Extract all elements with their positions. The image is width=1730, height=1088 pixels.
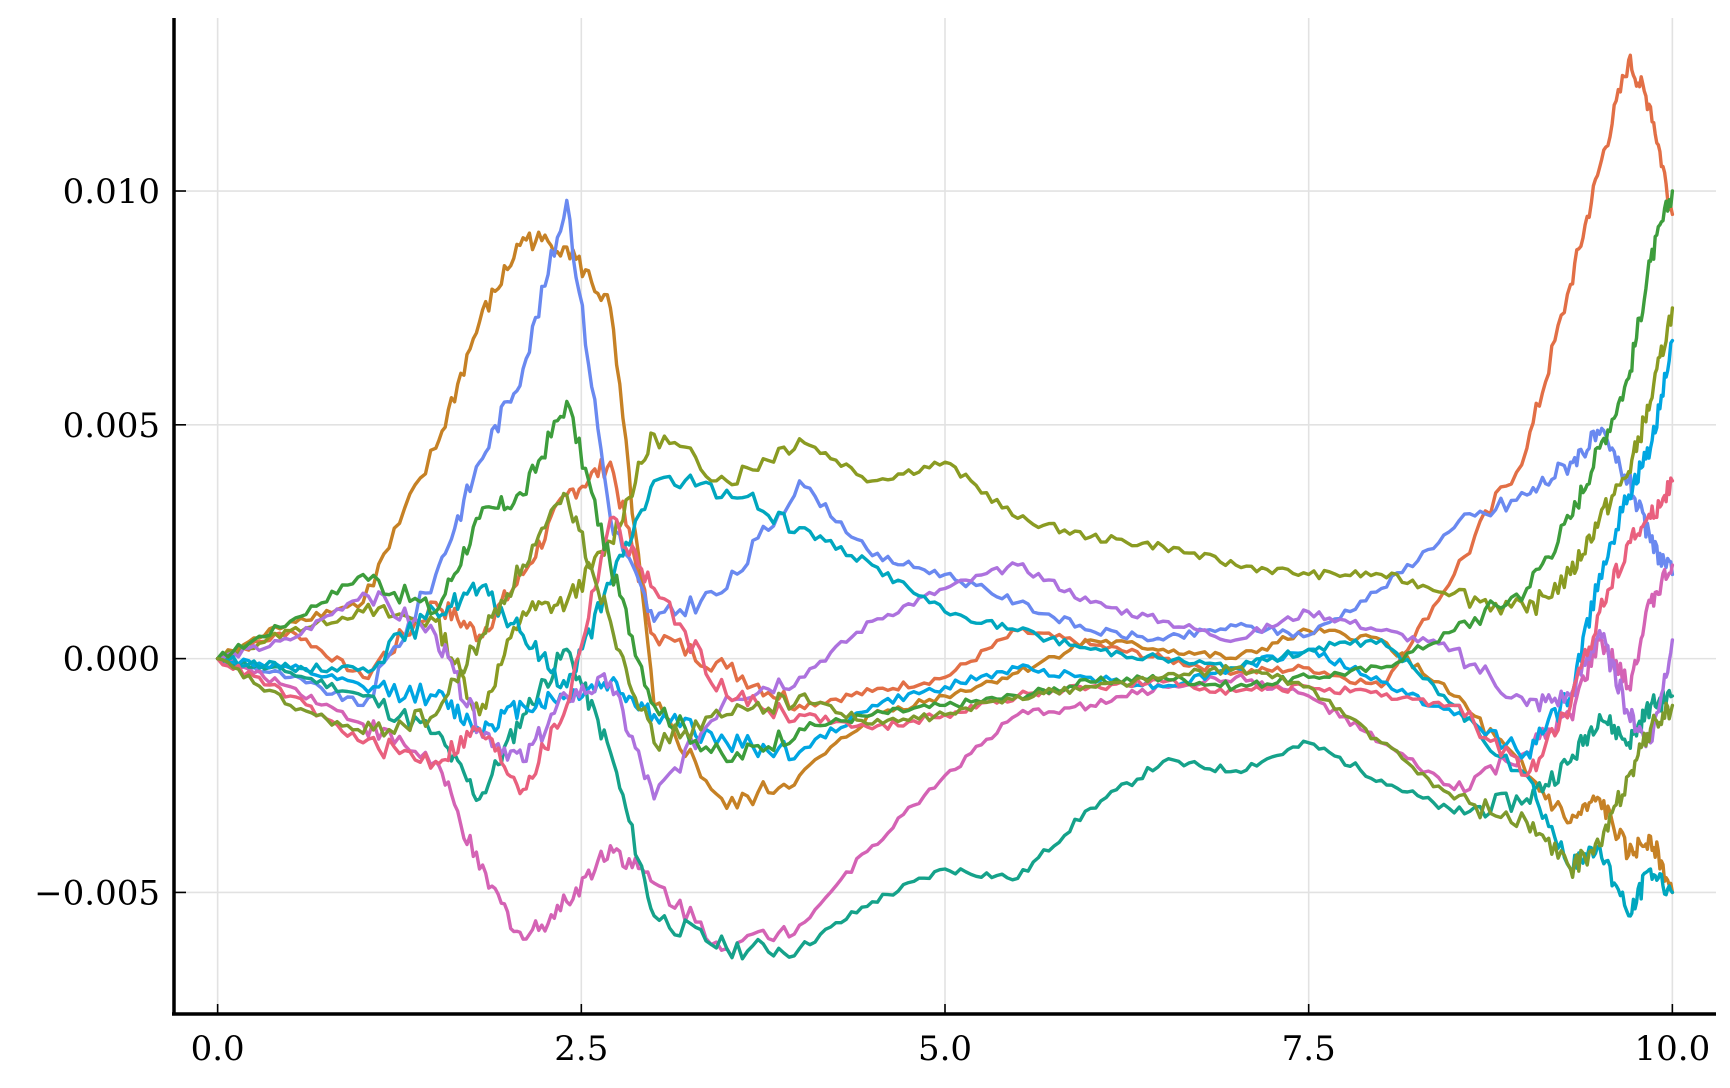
series-layer [215, 53, 1675, 961]
y-tick-label: 0.010 [63, 172, 160, 212]
x-tick-label: 7.5 [1282, 1029, 1336, 1069]
series-line-2 [215, 230, 1675, 895]
series-line-5 [215, 647, 1675, 961]
x-tick-label: 10.0 [1635, 1029, 1711, 1069]
y-tick-label: −0.005 [34, 873, 160, 913]
series-line-7 [215, 306, 1675, 717]
y-tick-label: 0.005 [63, 406, 160, 446]
series-line-3 [215, 198, 1675, 708]
tick-labels: 0.0 2.5 5.0 7.5 10.0 −0.005 0.000 0.005 0.010 [34, 172, 1710, 1069]
axes [172, 18, 1716, 1016]
x-tick-label: 2.5 [554, 1029, 608, 1069]
x-tick-label: 0.0 [191, 1029, 245, 1069]
x-tick-label: 5.0 [918, 1029, 972, 1069]
series-line-12 [215, 491, 1675, 879]
grid [174, 18, 1716, 1014]
series-line-4 [215, 563, 1675, 959]
series-line-8 [215, 561, 1675, 801]
y-tick-label: 0.000 [63, 640, 160, 680]
